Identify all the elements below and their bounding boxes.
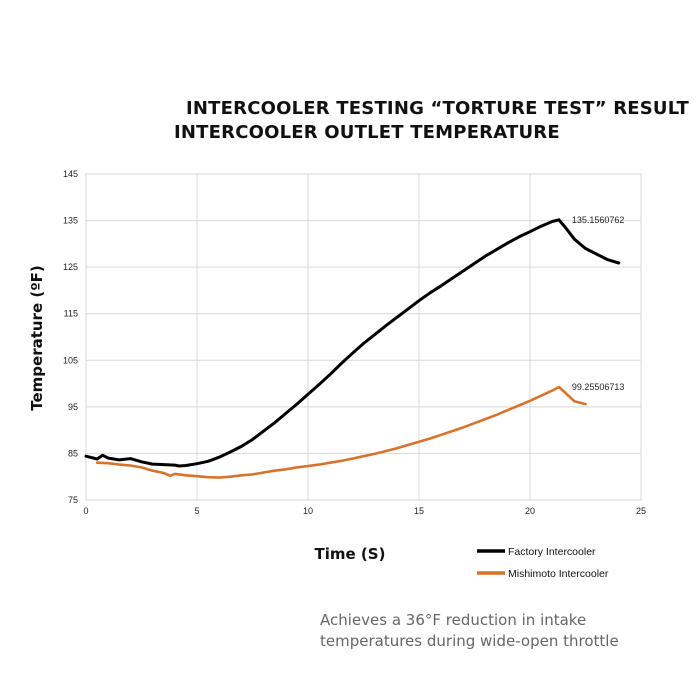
data-label-peak: 135.1560762	[572, 215, 625, 225]
axis-ticks: 75 85 95 105 115 125 135 145 0 5 10 15 20 25	[63, 169, 646, 516]
x-tick-label: 10	[303, 506, 313, 516]
x-tick-label: 15	[414, 506, 424, 516]
x-axis-label: Time (S)	[315, 545, 386, 563]
chart-title: INTERCOOLER TESTING “TORTURE TEST” RESUL…	[186, 98, 689, 119]
series-line-mishimoto-intercooler	[95, 385, 587, 479]
y-tick-label: 85	[68, 448, 78, 458]
x-tick-label: 20	[525, 506, 535, 516]
chart-legend: Factory Intercooler Mishimoto Intercooler	[477, 546, 609, 580]
y-tick-label: 135	[63, 216, 78, 226]
x-tick-label: 0	[83, 506, 88, 516]
plot-frame	[85, 173, 642, 501]
y-tick-label: 105	[63, 355, 78, 365]
chart-annotations: 135.1560762 99.25506713	[572, 215, 625, 392]
legend-label: Mishimoto Intercooler	[508, 568, 609, 580]
y-axis-label: Temperature (ºF)	[28, 265, 46, 411]
y-tick-label: 75	[68, 495, 78, 505]
legend-label: Factory Intercooler	[508, 546, 596, 558]
y-tick-label: 145	[63, 169, 78, 179]
chart-grid	[85, 173, 642, 501]
y-tick-label: 125	[63, 262, 78, 272]
x-tick-label: 25	[636, 506, 646, 516]
y-tick-label: 95	[68, 402, 78, 412]
caption-line-1: Achieves a 36°F reduction in intake	[320, 611, 587, 629]
series-line-factory-intercooler	[84, 218, 621, 468]
y-tick-label: 115	[64, 309, 78, 319]
x-tick-label: 5	[194, 506, 199, 516]
data-label-peak: 99.25506713	[572, 382, 625, 392]
chart-subtitle: INTERCOOLER OUTLET TEMPERATURE	[174, 122, 560, 143]
chart-series	[84, 218, 621, 479]
caption: Achieves a 36°F reduction in intake temp…	[320, 610, 660, 652]
caption-line-2: temperatures during wide-open throttle	[320, 632, 619, 650]
